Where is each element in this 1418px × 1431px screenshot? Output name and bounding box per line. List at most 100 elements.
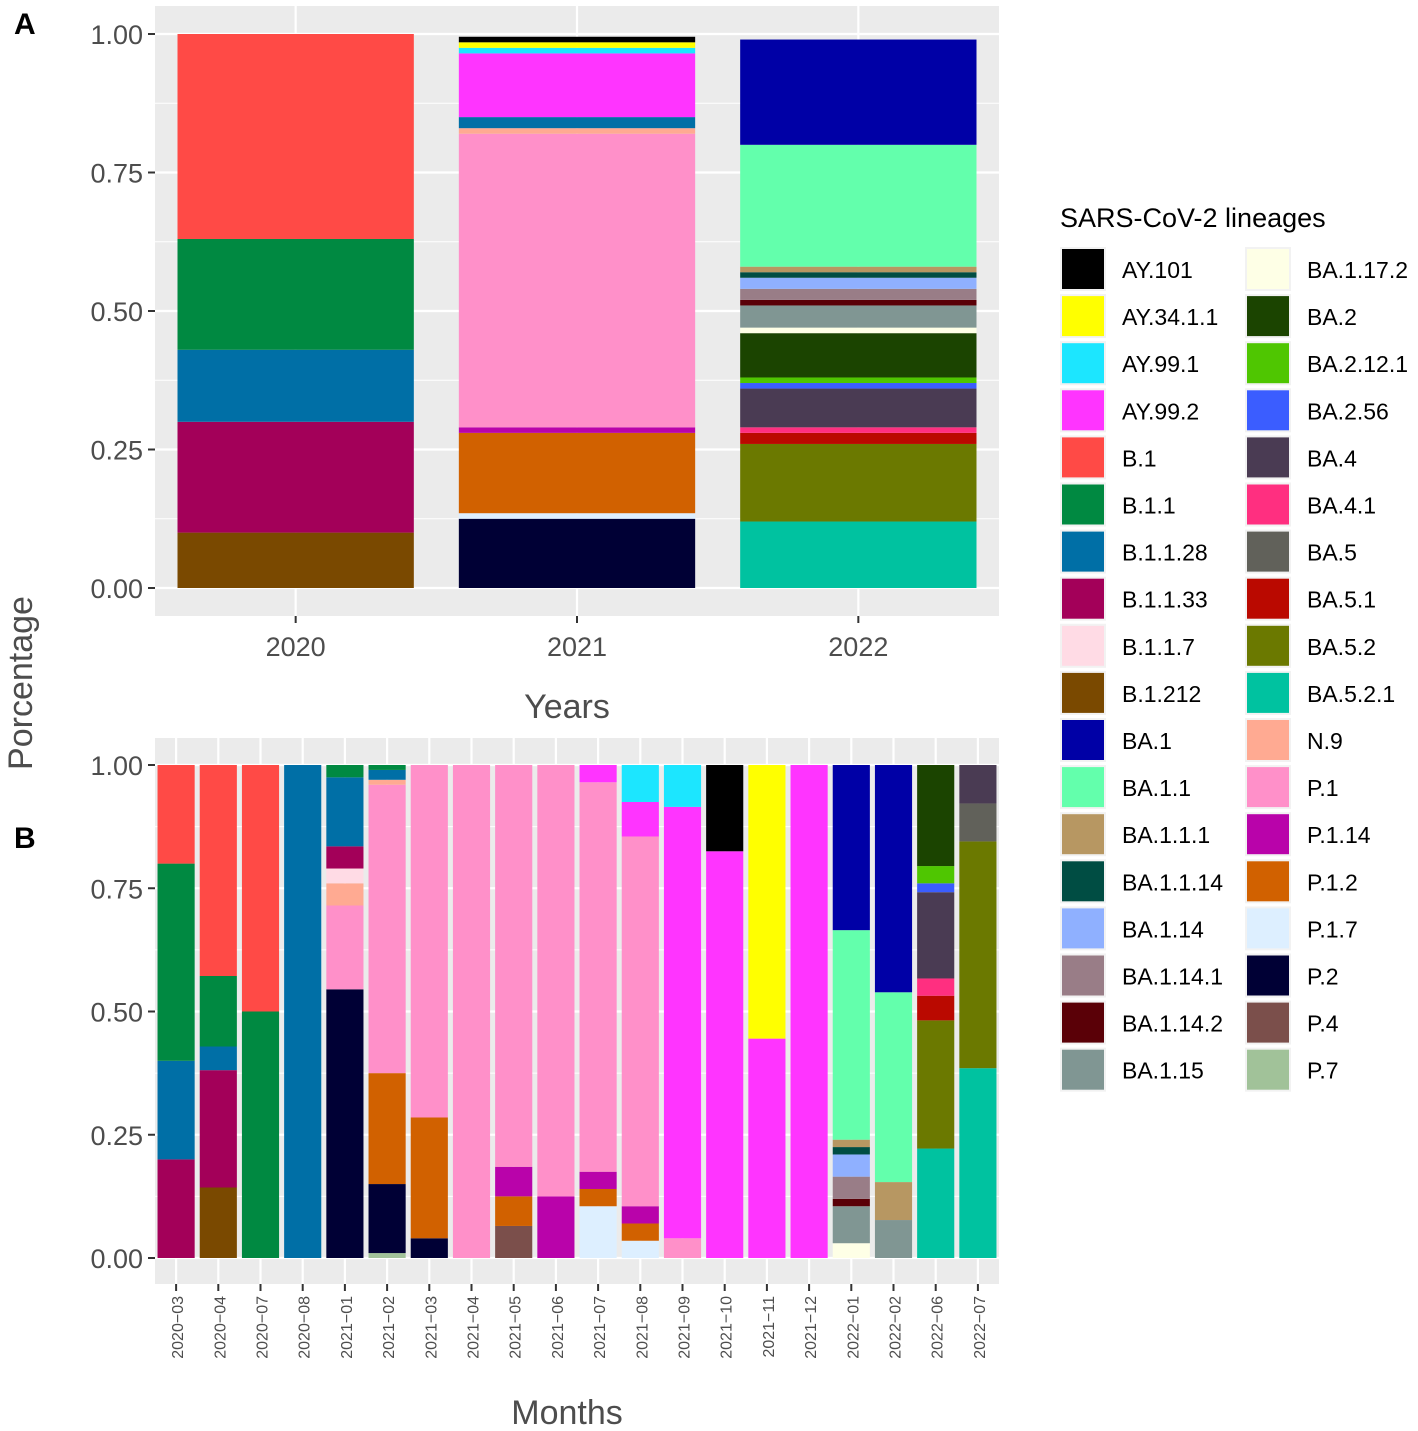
x-tick-label: 2021−07	[592, 1296, 609, 1359]
legend-swatch-ba-1-17-2	[1247, 249, 1289, 289]
legend-label-p-1-14: P.1.14	[1307, 822, 1371, 848]
legend-swatch-p-4	[1247, 1002, 1289, 1043]
legend: SARS-CoV-2 lineages AY.101 AY.34.1.1 AY.99…	[1060, 203, 1408, 1092]
bar-segment-2021-03-p-2	[410, 1238, 448, 1258]
bar-segment-2022-01-ba-1-1	[832, 930, 870, 1140]
y-tick-label: 0.00	[90, 574, 143, 604]
legend-swatch-ay-99-2	[1062, 390, 1104, 431]
legend-label-ba-1-1-1: BA.1.1.1	[1122, 822, 1210, 848]
bar-segment-2021-05-p-1	[495, 765, 533, 1167]
panel-b-chart: 0.000.250.500.751.00 2020−03 2020−04 2020−…	[90, 738, 999, 1431]
x-tick-label: 2020−07	[255, 1296, 272, 1359]
x-tick-label: 2021−01	[339, 1296, 356, 1359]
x-tick-label: 2022−01	[845, 1296, 862, 1359]
legend-title: SARS-CoV-2 lineages	[1060, 203, 1326, 233]
legend-swatch-b-1-212	[1062, 672, 1104, 713]
legend-label-ba-4-1: BA.4.1	[1307, 493, 1376, 519]
legend-swatch-ay-99-1	[1062, 343, 1104, 384]
bar-segment-2021-01-p-1	[326, 905, 364, 990]
bar-segment-2021-p-1-14	[458, 427, 696, 433]
bar-segment-2022-01-ba-1	[832, 765, 870, 931]
legend-label-ba-1-15: BA.1.15	[1122, 1058, 1204, 1084]
bar-segment-2021-05-p-4	[495, 1225, 533, 1258]
bar-segment-2022-ba-5-1	[740, 432, 977, 444]
legend-swatch-ba-1-1-1	[1062, 814, 1104, 855]
bar-segment-2022-ba-1-14	[740, 277, 977, 289]
bar-segment-2021-05-p-1-2	[495, 1196, 533, 1226]
bar-segment-2021-01-b-1-1-28	[326, 777, 364, 847]
bar-segment-2021-08-p-1-14	[621, 1206, 659, 1224]
bar-segment-2022-06-ba-4	[917, 892, 955, 979]
bar-segment-2020-03-b-1	[157, 765, 195, 864]
x-tick-label: 2020−04	[212, 1296, 229, 1359]
bar-segment-2022-02-ba-1-1-1	[874, 1182, 913, 1221]
bar-segment-2021-p-1	[458, 133, 696, 428]
bar-segment-2022-ba-1-14-1	[740, 288, 977, 300]
bar-segment-2022-01-ba-1-14-1	[832, 1176, 870, 1199]
bar-segment-2022-07-ba-5	[959, 803, 997, 842]
legend-swatch-b-1	[1062, 437, 1104, 478]
x-tick-label: 2021−11	[761, 1296, 778, 1358]
legend-label-b-1-1-7: B.1.1.7	[1122, 634, 1195, 660]
bar-segment-2021-07-p-1-2	[579, 1188, 617, 1207]
bar-segment-2022-01-ba-1-17-2	[832, 1243, 870, 1258]
bar-segment-2022-ba-1	[740, 39, 977, 145]
bar-segment-2022-06-ba-2-56	[917, 883, 955, 893]
bar-segment-2022-06-ba-2-12-1	[917, 866, 955, 884]
bar-segment-2022-01-ba-1-15	[832, 1206, 870, 1244]
legend-label-b-1-1: B.1.1	[1122, 493, 1176, 519]
panel-a-bars	[177, 34, 977, 588]
legend-label-ba-2: BA.2	[1307, 304, 1357, 330]
bar-segment-2020-04-b-1-1-33	[199, 1070, 237, 1188]
legend-label-p-2: P.2	[1307, 964, 1339, 990]
legend-swatch-ba-1-1	[1062, 767, 1104, 808]
legend-label-b-1-212: B.1.212	[1122, 681, 1201, 707]
legend-swatch-ba-5-2-1	[1247, 672, 1289, 713]
bar-segment-2020-04-b-1	[199, 765, 237, 977]
legend-label-b-1-1-28: B.1.1.28	[1122, 540, 1208, 566]
bar-segment-2021-02-p-1-2	[368, 1073, 406, 1185]
bar-segment-2022-ba-1-1	[740, 144, 977, 267]
legend-label-ay-99-1: AY.99.1	[1122, 351, 1199, 377]
legend-swatch-p-7	[1247, 1049, 1289, 1090]
legend-label-ba-1-14-2: BA.1.14.2	[1122, 1011, 1223, 1037]
bar-segment-2021-02-n-9	[368, 779, 406, 785]
panel-b-bars	[157, 765, 997, 1258]
y-tick-label: 0.25	[90, 436, 143, 466]
legend-swatch-ay-101	[1062, 249, 1104, 289]
bar-segment-2020-04-b-1-212	[199, 1187, 237, 1258]
x-tick-label: 2022−07	[972, 1296, 989, 1359]
bar-segment-2022-01-ba-1-1-14	[832, 1147, 870, 1155]
bar-segment-2021-ay-34-1-1	[458, 42, 696, 48]
y-axis-title: Porcentage	[2, 596, 40, 770]
legend-label-p-1-7: P.1.7	[1307, 916, 1358, 942]
legend-label-ay-101: AY.101	[1122, 257, 1193, 283]
bar-segment-2020-b-1-1-33	[177, 421, 414, 533]
bar-segment-2022-02-ba-1	[874, 765, 913, 993]
panel-a-label: A	[14, 8, 36, 41]
bar-segment-2020-04-b-1-1-28	[199, 1046, 237, 1071]
legend-label-ba-1-1: BA.1.1	[1122, 775, 1191, 801]
bar-segment-2021-09-ay-99-2	[663, 806, 702, 1239]
legend-label-n-9: N.9	[1307, 728, 1343, 754]
x-tick-label: 2021−12	[803, 1296, 820, 1359]
bar-segment-2021-10-ay-101	[706, 765, 744, 852]
bar-segment-2020-07-b-1-1	[241, 1011, 280, 1258]
x-tick-label: 2020−08	[297, 1296, 314, 1359]
legend-label-ba-1-14: BA.1.14	[1122, 916, 1204, 942]
bar-segment-2021-02-p-2	[368, 1184, 406, 1254]
bar-segment-2022-07-ba-5-2-1	[959, 1068, 997, 1258]
panel-a-chart: 0.00 0.25 0.50 0.75 1.00 2020 2021 2022 Years	[90, 6, 999, 726]
legend-label-ba-2-56: BA.2.56	[1307, 398, 1389, 424]
bar-segment-2022-01-ba-1-1-1	[832, 1139, 870, 1148]
bar-segment-2022-ba-4	[740, 388, 977, 428]
bar-segment-2022-ba-4-1	[740, 427, 977, 433]
bar-segment-2022-02-ba-1-15	[874, 1220, 913, 1258]
bar-segment-2021-05-p-1-14	[495, 1166, 533, 1197]
legend-swatch-p-1-14	[1247, 814, 1289, 855]
legend-swatch-ba-1-15	[1062, 1049, 1104, 1090]
bar-segment-2021-06-p-1	[537, 765, 575, 1197]
bar-segment-2021-p-2	[458, 518, 696, 588]
bar-segment-2021-08-ay-99-1	[621, 765, 659, 802]
